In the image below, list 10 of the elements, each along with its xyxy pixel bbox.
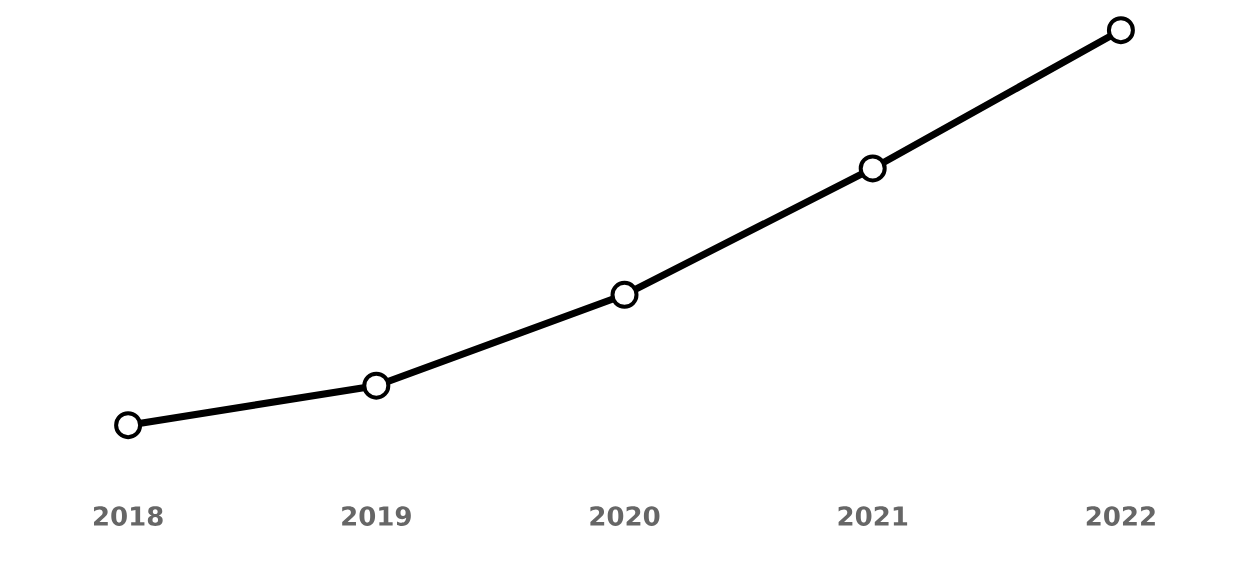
x-tick-label: 2019: [342, 506, 411, 526]
x-tick-label: 2020: [590, 506, 660, 526]
point: [610, 280, 639, 309]
point: [858, 154, 887, 183]
x-tick-label: 2022: [1086, 506, 1155, 526]
point: [1106, 16, 1135, 45]
point: [362, 371, 391, 400]
x-tick-label: 2018: [94, 506, 163, 526]
x-tick-label: 2021: [838, 506, 908, 526]
point: [114, 411, 143, 440]
